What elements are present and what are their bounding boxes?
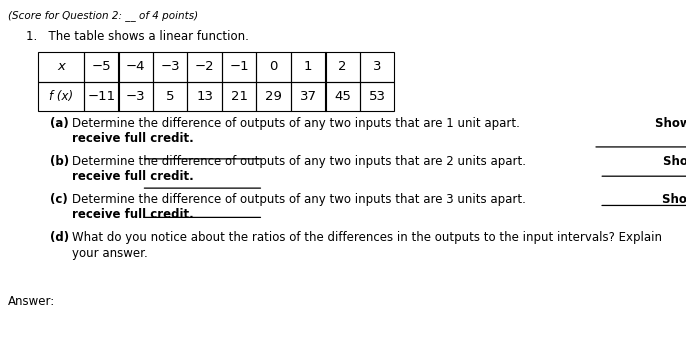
Text: −2: −2	[195, 60, 215, 73]
Text: Determine the difference of outputs of any two inputs that are 1 unit apart.: Determine the difference of outputs of a…	[72, 117, 523, 130]
Bar	[187, 52, 222, 81]
Text: −11: −11	[87, 90, 115, 103]
Bar	[257, 81, 291, 111]
Text: 3: 3	[373, 60, 381, 73]
Text: Show your work to: Show your work to	[654, 117, 686, 130]
Bar	[222, 81, 257, 111]
Text: (c): (c)	[50, 193, 68, 206]
Bar	[38, 52, 84, 81]
Bar	[119, 81, 153, 111]
Bar	[360, 52, 394, 81]
Text: x: x	[57, 60, 65, 73]
Bar	[291, 81, 325, 111]
Bar	[119, 52, 153, 81]
Text: 37: 37	[300, 90, 317, 103]
Text: 13: 13	[196, 90, 213, 103]
Text: 29: 29	[265, 90, 282, 103]
Text: −4: −4	[126, 60, 145, 73]
Text: −3: −3	[161, 60, 180, 73]
Bar	[84, 52, 119, 81]
Text: (Score for Question 2: __ of 4 points): (Score for Question 2: __ of 4 points)	[8, 10, 198, 21]
Text: −5: −5	[91, 60, 111, 73]
Text: 1.   The table shows a linear function.: 1. The table shows a linear function.	[26, 30, 249, 43]
Text: 2: 2	[338, 60, 347, 73]
Text: Determine the difference of outputs of any two inputs that are 3 units apart.: Determine the difference of outputs of a…	[72, 193, 530, 206]
Text: 1: 1	[304, 60, 313, 73]
Text: your answer.: your answer.	[72, 246, 147, 260]
Text: What do you notice about the ratios of the differences in the outputs to the inp: What do you notice about the ratios of t…	[72, 231, 662, 244]
Text: receive full credit.: receive full credit.	[72, 208, 193, 221]
Text: Show your work to: Show your work to	[663, 193, 686, 206]
Bar	[153, 52, 187, 81]
Text: receive full credit.: receive full credit.	[72, 132, 193, 146]
Text: (a): (a)	[50, 117, 69, 130]
Text: 21: 21	[230, 90, 248, 103]
Bar	[325, 81, 360, 111]
Text: Determine the difference of outputs of any two inputs that are 2 units apart.: Determine the difference of outputs of a…	[72, 155, 530, 168]
Bar	[291, 52, 325, 81]
Bar	[84, 81, 119, 111]
Text: Show your work to: Show your work to	[663, 155, 686, 168]
Text: (b): (b)	[50, 155, 69, 168]
Bar	[153, 81, 187, 111]
Text: (d): (d)	[50, 231, 69, 244]
Bar	[187, 81, 222, 111]
Text: f (x): f (x)	[49, 90, 73, 103]
Text: −3: −3	[126, 90, 145, 103]
Text: 45: 45	[334, 90, 351, 103]
Bar	[360, 81, 394, 111]
Text: 0: 0	[270, 60, 278, 73]
Text: 5: 5	[166, 90, 174, 103]
Bar	[222, 52, 257, 81]
Text: −1: −1	[229, 60, 249, 73]
Bar	[257, 52, 291, 81]
Text: Answer:: Answer:	[8, 295, 56, 308]
Bar	[325, 52, 360, 81]
Bar	[38, 81, 84, 111]
Text: receive full credit.: receive full credit.	[72, 171, 193, 183]
Text: 53: 53	[369, 90, 386, 103]
